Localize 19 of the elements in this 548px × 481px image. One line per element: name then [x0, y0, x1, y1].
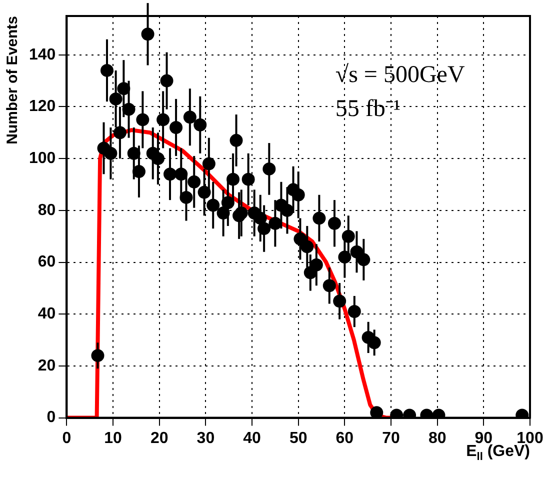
- y-tick-label: 80: [38, 202, 56, 219]
- y-tick-label: 100: [28, 150, 56, 167]
- y-tick-label: 0: [46, 409, 56, 426]
- x-tick-label: 30: [196, 430, 215, 447]
- x-tick-label: 60: [336, 430, 354, 447]
- y-axis-title: Number of Events: [4, 16, 22, 144]
- x-tick-label: 10: [104, 430, 122, 447]
- x-tick-label: 0: [62, 430, 72, 447]
- x-tick-label: 80: [428, 430, 446, 447]
- y-tick-label: 60: [38, 254, 56, 271]
- x-tick-label: 40: [243, 430, 262, 447]
- x-tick-label: 20: [150, 430, 168, 447]
- y-tick-label: 140: [28, 46, 56, 64]
- y-tick-label: 20: [38, 357, 56, 374]
- annotation: √s = 500GeV: [335, 62, 466, 88]
- y-tick-label: 40: [38, 306, 56, 323]
- y-tick-label: 120: [28, 98, 56, 116]
- x-tick-label: 50: [289, 430, 308, 447]
- x-tick-label: 70: [382, 430, 400, 447]
